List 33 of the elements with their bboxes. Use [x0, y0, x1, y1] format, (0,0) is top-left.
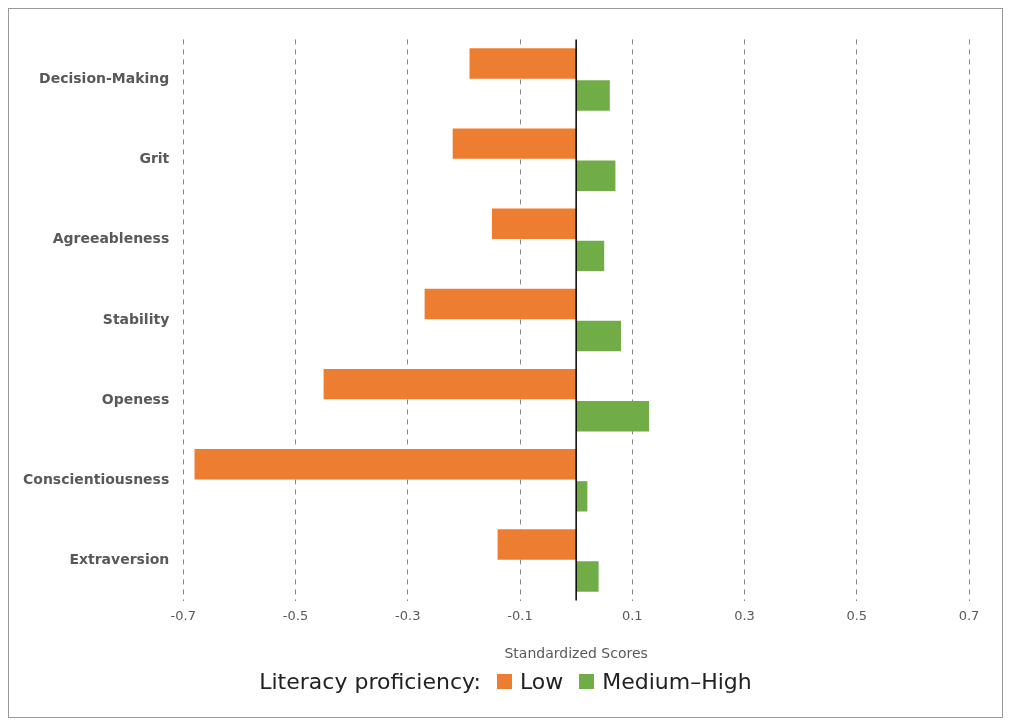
x-tick-label: 0.3: [734, 607, 755, 623]
x-tick-label: -0.1: [507, 607, 533, 623]
y-tick-label: Extraversion: [69, 551, 170, 568]
y-tick-label: Openess: [101, 390, 170, 407]
x-tick-label: 0.7: [958, 607, 980, 623]
bar: [323, 368, 577, 400]
bar: [194, 449, 577, 480]
bar: [576, 561, 599, 592]
x-tick-label: 0.5: [846, 607, 868, 623]
bar: [576, 481, 588, 512]
y-tick-label: Decision-Making: [39, 70, 170, 87]
y-tick-label: Stability: [102, 310, 170, 327]
bar: [469, 48, 577, 79]
bar: [576, 400, 650, 432]
legend-label: Low: [519, 669, 564, 694]
x-tick-label: 0.1: [621, 607, 643, 623]
x-axis-title: Standardized Scores: [504, 645, 648, 662]
bar: [424, 288, 577, 320]
bar: [497, 529, 577, 560]
y-tick-label: Conscientiousness: [22, 470, 170, 487]
bar: [576, 160, 616, 191]
bar: [576, 80, 610, 111]
legend-label: Medium–High: [602, 669, 752, 694]
y-tick-label: Agreeableness: [52, 230, 170, 247]
bar: [576, 240, 605, 272]
bar: [452, 128, 577, 159]
y-tick-label: Grit: [139, 150, 170, 167]
bar: [576, 320, 622, 352]
x-tick-label: -0.7: [170, 607, 196, 623]
bar: [491, 208, 577, 240]
legend-title: Literacy proficiency:: [259, 669, 481, 694]
x-tick-label: -0.3: [395, 607, 421, 623]
x-tick-label: -0.5: [282, 607, 309, 623]
